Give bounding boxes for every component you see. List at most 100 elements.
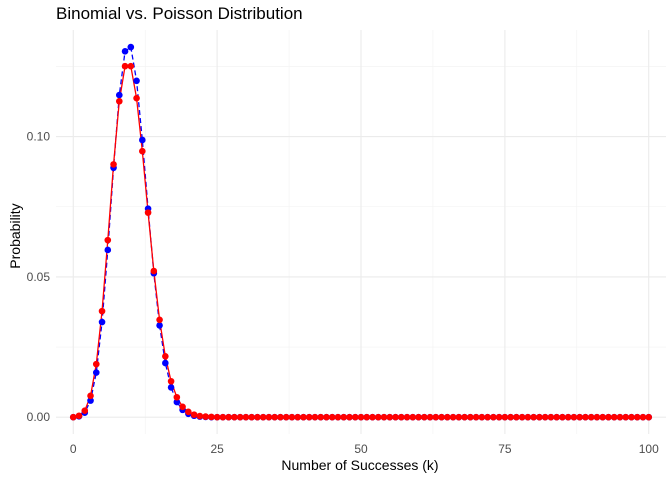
data-point <box>87 392 94 400</box>
data-point <box>271 413 278 421</box>
data-point <box>265 413 273 421</box>
data-point <box>616 413 624 421</box>
data-point <box>133 77 140 85</box>
data-point <box>570 413 578 421</box>
data-point <box>380 413 388 421</box>
data-point <box>541 413 549 421</box>
data-point <box>116 91 123 99</box>
data-point <box>455 413 463 421</box>
data-point <box>369 413 376 421</box>
data-point <box>449 413 457 421</box>
data-point <box>236 413 244 421</box>
data-point <box>81 407 89 415</box>
data-point <box>386 413 394 421</box>
data-point <box>421 413 428 421</box>
data-point <box>507 413 514 421</box>
data-point <box>87 397 94 404</box>
data-point <box>610 413 618 421</box>
data-point <box>259 413 267 421</box>
data-point <box>139 147 146 155</box>
data-point <box>392 413 399 421</box>
data-point <box>605 413 612 421</box>
data-point <box>317 413 325 421</box>
x-tick-label: 0 <box>70 442 77 456</box>
x-tick-labels: 0 25 50 75 100 <box>70 442 659 456</box>
data-point <box>104 246 112 254</box>
data-point <box>403 413 411 421</box>
data-point <box>518 413 526 421</box>
y-tick-label: 0.05 <box>27 270 51 284</box>
data-point <box>334 413 342 421</box>
data-point <box>553 413 560 421</box>
data-point <box>248 413 255 421</box>
data-point <box>150 267 158 275</box>
data-point <box>231 413 238 421</box>
data-point <box>438 413 445 421</box>
data-point <box>593 413 601 421</box>
data-point <box>167 384 175 391</box>
data-point <box>127 62 135 70</box>
data-point <box>645 413 653 421</box>
data-point <box>397 413 405 421</box>
x-axis-title: Number of Successes (k) <box>281 457 438 473</box>
data-point <box>282 413 290 421</box>
data-point <box>98 318 106 326</box>
data-point <box>478 413 486 421</box>
data-point <box>524 413 532 421</box>
data-point <box>484 413 491 421</box>
data-point <box>190 411 198 418</box>
data-point <box>490 413 497 421</box>
data-point <box>363 413 371 421</box>
data-point <box>162 359 169 367</box>
data-point <box>351 413 359 421</box>
data-point <box>530 413 537 421</box>
data-point <box>564 413 572 421</box>
data-point <box>162 352 169 360</box>
data-point <box>121 48 129 55</box>
data-point <box>357 413 365 421</box>
series-layer <box>69 43 653 421</box>
data-point <box>346 413 353 421</box>
data-point <box>633 413 641 421</box>
data-point <box>133 94 140 102</box>
data-point <box>409 413 417 421</box>
data-point <box>219 413 227 421</box>
data-point <box>513 413 520 421</box>
data-point <box>501 413 509 421</box>
x-tick-label: 25 <box>210 442 224 456</box>
data-point <box>277 413 284 421</box>
data-point <box>104 236 112 244</box>
data-point <box>69 413 77 421</box>
data-point <box>305 413 313 421</box>
data-point <box>127 43 135 51</box>
data-point <box>472 413 480 421</box>
data-point <box>495 413 503 421</box>
data-point <box>576 413 583 421</box>
data-point <box>98 307 106 315</box>
chart-title: Binomial vs. Poisson Distribution <box>56 4 303 23</box>
data-point <box>208 413 215 421</box>
data-point <box>639 413 647 421</box>
data-point <box>432 413 440 421</box>
data-point <box>225 413 232 421</box>
y-tick-label: 0.10 <box>27 130 51 144</box>
x-tick-label: 75 <box>498 442 512 456</box>
x-tick-label: 100 <box>639 442 659 456</box>
data-point <box>173 398 181 406</box>
data-point <box>294 413 302 421</box>
data-point <box>185 408 192 416</box>
grid <box>56 30 666 434</box>
data-point <box>311 413 319 421</box>
data-point <box>622 413 630 421</box>
data-point <box>121 62 129 70</box>
data-point <box>323 413 330 421</box>
data-point <box>444 413 451 421</box>
data-point <box>628 413 635 421</box>
data-point <box>599 413 606 421</box>
data-point <box>300 413 307 421</box>
data-point <box>173 393 181 401</box>
y-tick-labels: 0.00 0.05 0.10 <box>27 130 51 425</box>
data-point <box>92 369 100 376</box>
data-point <box>340 413 348 421</box>
